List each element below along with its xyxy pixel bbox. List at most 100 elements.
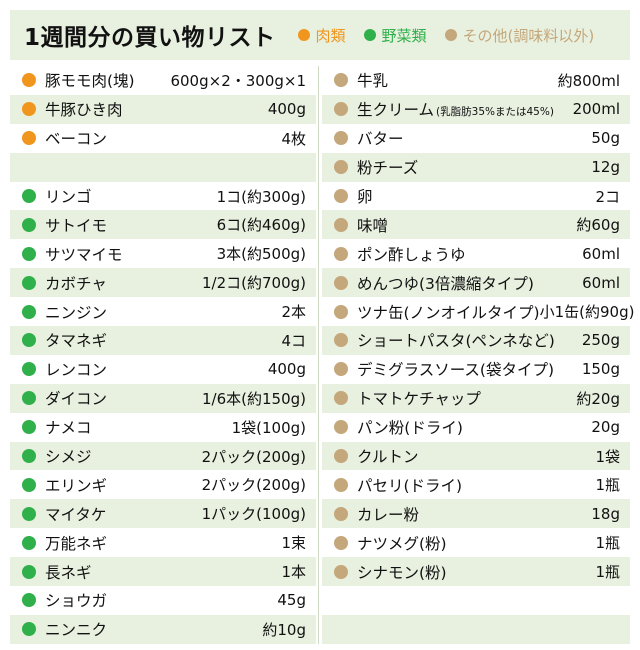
meat-dot-icon (22, 131, 36, 146)
item-quantity: 60ml (582, 273, 620, 292)
vegetable-dot-icon (22, 391, 36, 406)
other-dot-icon (334, 131, 348, 146)
left-column: 豚モモ肉(塊) 600g×2・300g×1 牛豚ひき肉 400g ベーコン 4枚リンゴ 1コ… (10, 66, 316, 644)
item-name: パン粉(ドライ) (357, 416, 463, 438)
item-quantity: 1袋 (595, 447, 620, 466)
item-name: 粉チーズ (357, 156, 418, 178)
list-item: クルトン 1袋 (322, 441, 630, 471)
item-name-text: 粉チーズ (357, 159, 419, 178)
other-dot-icon (334, 420, 348, 435)
page-title: 1週間分の買い物リスト (24, 25, 276, 51)
item-quantity: 3本(約500g) (216, 245, 306, 264)
item-note: (乳脂肪35%または45%) (436, 106, 554, 119)
item-name-text: シナモン(粉) (357, 563, 447, 582)
list-item: ポン酢しょうゆ 60ml (322, 239, 630, 268)
list-item: バター 50g (322, 124, 630, 153)
other-dot-icon (334, 160, 348, 175)
vegetable-dot-icon (22, 246, 36, 261)
item-name: 牛豚ひき肉 (45, 98, 123, 120)
item-quantity: 小1缶(約90g) (539, 303, 635, 322)
item-name: ベーコン (45, 127, 107, 149)
meat-dot-icon (22, 102, 36, 117)
item-quantity: 60ml (582, 244, 620, 263)
item-name-text: ニンジン (45, 303, 108, 322)
item-name-text: サツマイモ (45, 245, 123, 264)
item-quantity: 1瓶 (595, 563, 620, 582)
item-quantity: 1瓶 (595, 534, 620, 553)
list-item: タマネギ 4コ (10, 326, 316, 355)
list-item: リンゴ 1コ(約300g) (10, 182, 316, 211)
item-name-text: ポン酢しょうゆ (357, 245, 466, 264)
other-dot-icon (334, 362, 348, 377)
item-name: ショウガ (45, 589, 107, 611)
legend-other: その他(調味料以外) (444, 25, 594, 46)
item-quantity: 150g (581, 360, 620, 379)
item-quantity: 1袋(100g) (231, 418, 306, 437)
list-item: 味噌 約60g (322, 210, 630, 240)
item-name-text: リンゴ (45, 188, 92, 206)
list-item: ベーコン 4枚 (10, 124, 316, 153)
item-name: パセリ(ドライ) (357, 474, 462, 496)
list-item: トマトケチャップ 約20g (322, 383, 630, 413)
item-name-text: ダイコン (45, 390, 108, 409)
item-name: リンゴ (45, 185, 92, 207)
item-quantity: 20g (591, 418, 620, 437)
item-name-text: 牛豚ひき肉 (45, 101, 123, 120)
list-item: エリンギ 2パック(200g) (10, 470, 316, 499)
list-item: サトイモ 6コ(約460g) (10, 210, 316, 240)
item-name: レンコン (45, 358, 107, 380)
item-name: エリンギ (45, 474, 107, 496)
other-dot-icon (334, 102, 348, 117)
item-name-text: カボチャ (45, 274, 107, 293)
other-dot-icon (334, 391, 348, 406)
other-dot-icon (444, 29, 457, 41)
item-name-text: レンコン (45, 361, 108, 380)
item-name: ツナ缶(ノンオイルタイプ) (357, 301, 540, 323)
item-quantity: 250g (581, 331, 620, 350)
item-name: ナメコ (45, 416, 92, 438)
item-name: マイタケ (45, 503, 106, 525)
item-name: カボチャ (45, 272, 107, 294)
other-dot-icon (334, 477, 348, 492)
vegetable-dot-icon (22, 506, 36, 521)
vegetable-dot-icon (22, 304, 36, 319)
item-name-text: ナツメグ(粉) (357, 534, 447, 553)
list-item: ショウガ 45g (10, 586, 316, 615)
list-item: 牛乳 約800ml (322, 66, 630, 95)
item-quantity: 1コ(約300g) (216, 187, 306, 206)
other-dot-icon (334, 246, 348, 261)
item-quantity: 1パック(100g) (201, 505, 306, 524)
list-item: 豚モモ肉(塊) 600g×2・300g×1 (10, 66, 316, 95)
vegetable-dot-icon (22, 622, 36, 637)
item-name: トマトケチャップ (357, 387, 481, 409)
other-dot-icon (334, 333, 348, 348)
other-dot-icon (334, 189, 348, 203)
vegetable-dot-icon (363, 29, 376, 41)
item-quantity: 2本 (281, 303, 306, 322)
item-name-text: シメジ (45, 448, 92, 467)
item-quantity: 約10g (262, 620, 306, 639)
list-item: 粉チーズ 12g (322, 152, 630, 182)
list-item: 牛豚ひき肉 400g (10, 94, 316, 124)
legend-label: 野菜類 (381, 26, 427, 45)
list-item: 卵 2コ (322, 182, 630, 211)
item-name-text: バター (357, 130, 404, 149)
list-item: カレー粉 18g (322, 499, 630, 529)
list-item: 長ネギ 1本 (10, 557, 316, 587)
item-name: 生クリーム (乳脂肪35%または45%) (357, 98, 554, 120)
list-item: 万能ネギ 1束 (10, 528, 316, 557)
list-item: ツナ缶(ノンオイルタイプ) 小1缶(約90g) (322, 297, 634, 326)
item-name: ニンニク (45, 618, 107, 640)
list-item (322, 614, 630, 644)
legend-label: 肉類 (315, 26, 346, 45)
list-item: シナモン(粉) 1瓶 (322, 557, 630, 587)
item-quantity: 4枚 (281, 129, 306, 148)
item-name: 長ネギ (45, 561, 92, 583)
right-column: 牛乳 約800ml 生クリーム (乳脂肪35%または45%) 200ml バター 50g 粉チ… (318, 66, 634, 644)
item-name: ショートパスタ(ペンネなど) (357, 329, 555, 351)
item-name: 味噌 (357, 214, 388, 236)
list-item: デミグラスソース(袋タイプ) 150g (322, 355, 630, 384)
vegetable-dot-icon (22, 189, 36, 203)
item-name: ダイコン (45, 387, 107, 409)
